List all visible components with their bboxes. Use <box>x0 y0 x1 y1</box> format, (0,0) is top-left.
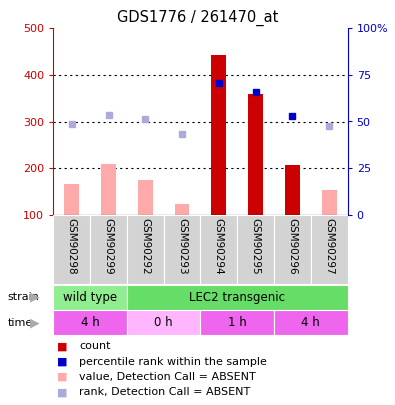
Bar <box>127 285 348 310</box>
Bar <box>201 215 237 284</box>
Bar <box>311 215 348 284</box>
Bar <box>53 285 127 310</box>
Text: GSM90294: GSM90294 <box>214 218 224 275</box>
Text: count: count <box>79 341 111 351</box>
Text: strain: strain <box>8 292 40 302</box>
Text: percentile rank within the sample: percentile rank within the sample <box>79 357 267 367</box>
Text: GSM90295: GSM90295 <box>251 218 261 275</box>
Text: ■: ■ <box>57 388 68 397</box>
Text: ▶: ▶ <box>30 291 40 304</box>
Bar <box>127 310 201 335</box>
Text: 4 h: 4 h <box>81 316 100 329</box>
Text: GSM90297: GSM90297 <box>324 218 334 275</box>
Bar <box>274 310 348 335</box>
Bar <box>101 164 116 215</box>
Text: 4 h: 4 h <box>301 316 320 329</box>
Bar <box>211 55 226 215</box>
Bar <box>64 184 79 215</box>
Bar <box>274 215 311 284</box>
Text: GSM90296: GSM90296 <box>288 218 297 275</box>
Text: value, Detection Call = ABSENT: value, Detection Call = ABSENT <box>79 372 256 382</box>
Text: LEC2 transgenic: LEC2 transgenic <box>189 291 285 304</box>
Text: time: time <box>8 318 33 328</box>
Bar <box>322 190 337 215</box>
Text: ■: ■ <box>57 341 68 351</box>
Bar <box>164 215 201 284</box>
Text: ■: ■ <box>57 357 68 367</box>
Bar <box>53 310 127 335</box>
Text: ▶: ▶ <box>30 316 40 329</box>
Text: wild type: wild type <box>63 291 117 304</box>
Bar <box>285 165 300 215</box>
Text: 0 h: 0 h <box>154 316 173 329</box>
Text: GSM90299: GSM90299 <box>103 218 113 275</box>
Text: GSM90298: GSM90298 <box>67 218 77 275</box>
Bar <box>90 215 127 284</box>
Bar <box>201 310 274 335</box>
Text: GDS1776 / 261470_at: GDS1776 / 261470_at <box>117 10 278 26</box>
Bar <box>237 215 274 284</box>
Bar <box>53 215 90 284</box>
Bar <box>248 94 263 215</box>
Text: ■: ■ <box>57 372 68 382</box>
Text: GSM90292: GSM90292 <box>140 218 150 275</box>
Bar <box>127 215 164 284</box>
Text: 1 h: 1 h <box>228 316 246 329</box>
Text: GSM90293: GSM90293 <box>177 218 187 275</box>
Text: rank, Detection Call = ABSENT: rank, Detection Call = ABSENT <box>79 388 250 397</box>
Bar <box>138 180 152 215</box>
Bar <box>175 204 190 215</box>
